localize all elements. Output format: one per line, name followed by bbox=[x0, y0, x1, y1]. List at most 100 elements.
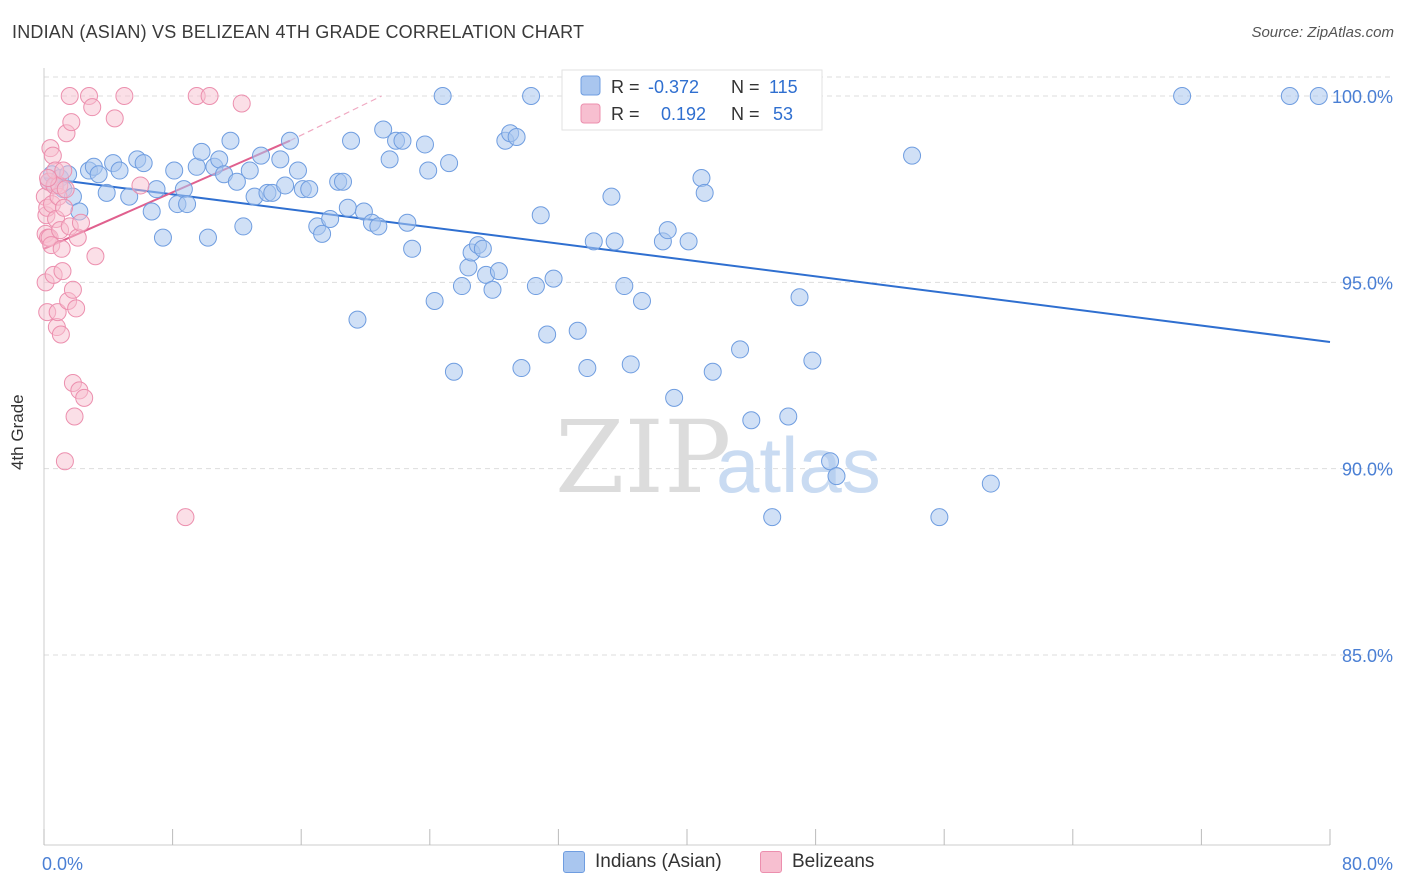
data-point-belizeans bbox=[56, 180, 75, 199]
legend-swatch-blue bbox=[580, 75, 601, 96]
legend-n-value-1: 115 bbox=[769, 77, 798, 97]
data-point-indians bbox=[288, 161, 307, 180]
legend-frame bbox=[561, 69, 823, 131]
data-point-indians bbox=[692, 168, 711, 187]
data-point-belizeans bbox=[75, 388, 94, 407]
data-point-belizeans bbox=[115, 87, 134, 105]
data-point-belizeans bbox=[63, 280, 82, 299]
data-point-belizeans bbox=[232, 94, 251, 113]
y-tick-labels: 85.0% 90.0% 95.0% 100.0% bbox=[1332, 87, 1393, 666]
data-point-indians bbox=[903, 146, 922, 165]
data-point-indians bbox=[459, 258, 478, 277]
data-point-indians bbox=[621, 355, 640, 374]
legend-item-indians-asian[interactable]: Indians (Asian) bbox=[563, 851, 722, 873]
data-point-indians bbox=[444, 362, 463, 381]
trend-lines bbox=[43, 95, 1331, 343]
data-point-indians bbox=[790, 288, 809, 307]
data-point-indians bbox=[221, 131, 240, 150]
data-point-indians bbox=[538, 325, 557, 344]
data-point-indians bbox=[452, 277, 471, 296]
trend-line-indians bbox=[43, 176, 1331, 343]
data-point-indians bbox=[578, 359, 597, 378]
y-tick-label: 100.0% bbox=[1332, 87, 1393, 107]
data-point-indians bbox=[313, 224, 332, 243]
data-point-indians bbox=[97, 183, 116, 202]
data-point-indians bbox=[473, 239, 492, 258]
data-point-indians bbox=[522, 87, 541, 105]
data-point-indians bbox=[147, 180, 166, 199]
data-point-belizeans bbox=[83, 98, 102, 117]
data-point-indians bbox=[110, 161, 129, 180]
data-point-indians bbox=[433, 87, 452, 105]
data-point-indians bbox=[300, 180, 319, 199]
data-point-indians bbox=[489, 262, 508, 281]
legend-r-label-2: R = bbox=[611, 104, 640, 124]
data-point-indians bbox=[605, 232, 624, 251]
data-point-indians bbox=[568, 321, 587, 340]
data-point-indians bbox=[280, 131, 299, 150]
data-point-indians bbox=[187, 157, 206, 176]
legend-item-belizeans[interactable]: Belizeans bbox=[760, 851, 874, 873]
series-belizeans-points bbox=[35, 87, 251, 527]
data-point-indians bbox=[338, 198, 357, 217]
data-point-indians bbox=[703, 362, 722, 381]
data-point-indians bbox=[165, 161, 184, 180]
data-point-indians bbox=[271, 150, 290, 169]
data-point-indians bbox=[531, 206, 550, 225]
data-point-belizeans bbox=[68, 228, 87, 247]
source-label: Source: ZipAtlas.com bbox=[1251, 24, 1394, 41]
x-tick-label-min: 0.0% bbox=[42, 854, 83, 874]
data-point-indians bbox=[234, 217, 253, 236]
data-point-indians bbox=[679, 232, 698, 251]
legend-label-belizeans: Belizeans bbox=[792, 851, 875, 872]
watermark: ZIP atlas bbox=[555, 399, 881, 516]
legend-swatch-pink bbox=[580, 103, 601, 124]
y-tick-label: 90.0% bbox=[1342, 460, 1393, 480]
legend-swatch-belizeans bbox=[760, 851, 782, 873]
data-point-belizeans bbox=[86, 247, 105, 266]
data-point-indians bbox=[419, 161, 438, 180]
trend-line-belizeans-extension bbox=[289, 95, 382, 142]
data-point-indians bbox=[321, 209, 340, 228]
data-point-indians bbox=[153, 228, 172, 247]
data-point-belizeans bbox=[62, 113, 81, 132]
trend-line-belizeans bbox=[43, 139, 291, 250]
data-point-indians bbox=[658, 221, 677, 240]
data-point-indians bbox=[632, 291, 651, 310]
series-indians-asian-points bbox=[39, 87, 1328, 527]
y-tick-label: 85.0% bbox=[1342, 646, 1393, 666]
legend-n-label-1: N = bbox=[731, 77, 760, 97]
y-tick-label: 95.0% bbox=[1342, 273, 1393, 293]
data-point-belizeans bbox=[55, 198, 74, 217]
data-point-indians bbox=[348, 310, 367, 329]
data-point-indians bbox=[192, 142, 211, 161]
data-point-indians bbox=[544, 269, 563, 288]
data-point-belizeans bbox=[53, 262, 72, 281]
data-point-indians bbox=[584, 232, 603, 251]
data-point-indians bbox=[803, 351, 822, 370]
data-point-indians bbox=[981, 474, 1000, 493]
data-point-indians bbox=[398, 213, 417, 232]
data-point-indians bbox=[512, 359, 531, 378]
data-point-indians bbox=[742, 411, 761, 430]
data-point-belizeans bbox=[39, 168, 58, 187]
data-point-belizeans bbox=[131, 176, 150, 195]
data-point-indians bbox=[134, 154, 153, 173]
data-point-indians bbox=[415, 135, 434, 154]
data-point-indians bbox=[1280, 87, 1299, 105]
data-point-indians bbox=[403, 239, 422, 258]
data-point-indians bbox=[369, 217, 388, 236]
data-point-indians bbox=[665, 388, 684, 407]
legend-r-value-1: -0.372 bbox=[648, 77, 699, 97]
data-point-indians bbox=[198, 228, 217, 247]
legend-label-indians: Indians (Asian) bbox=[595, 851, 722, 872]
legend-n-value-2: 53 bbox=[773, 104, 793, 124]
data-point-indians bbox=[342, 131, 361, 150]
data-point-belizeans bbox=[176, 508, 195, 527]
data-point-indians bbox=[507, 127, 526, 146]
data-point-indians bbox=[120, 187, 139, 206]
data-point-belizeans bbox=[51, 325, 70, 344]
data-point-indians bbox=[227, 172, 246, 191]
data-point-indians bbox=[779, 407, 798, 426]
data-point-belizeans bbox=[52, 239, 71, 258]
